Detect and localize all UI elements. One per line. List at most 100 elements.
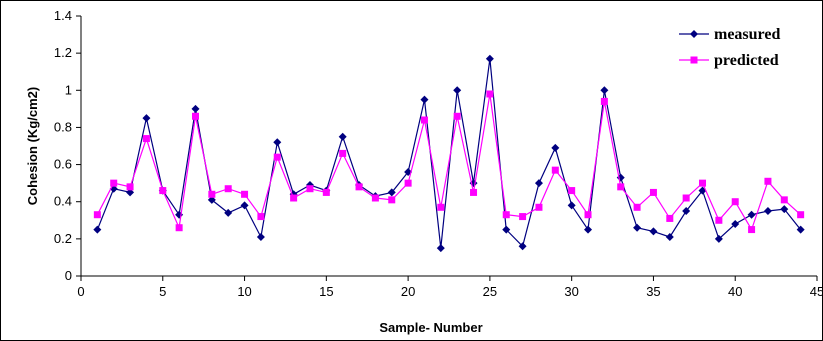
data-point-predicted (682, 194, 690, 202)
legend-marker-measured (690, 30, 698, 38)
data-point-measured (224, 208, 233, 217)
data-point-predicted (470, 188, 478, 196)
series-layer (93, 54, 805, 253)
data-point-measured (338, 132, 347, 141)
data-point-measured (207, 195, 216, 204)
x-tick-label: 5 (159, 284, 166, 299)
data-point-measured (420, 95, 429, 104)
data-point-predicted (666, 214, 674, 222)
data-point-predicted (191, 112, 199, 120)
y-tick-label: 1.4 (54, 8, 72, 23)
y-axis-title: Cohesion (Kg/cm2) (25, 87, 40, 205)
data-point-predicted (731, 198, 739, 206)
data-point-predicted (748, 226, 756, 234)
legend: measured predicted (679, 26, 780, 69)
data-point-predicted (110, 179, 118, 187)
data-point-measured (584, 225, 593, 234)
data-point-measured (567, 201, 576, 210)
data-point-predicted (93, 211, 101, 219)
data-point-measured (714, 234, 723, 243)
data-point-predicted (437, 203, 445, 211)
data-point-predicted (600, 97, 608, 105)
legend-marker-predicted (690, 56, 698, 64)
data-point-measured (273, 138, 282, 147)
y-tick-label: 1.2 (54, 45, 72, 60)
data-point-measured (485, 54, 494, 63)
data-point-predicted (404, 179, 412, 187)
data-point-measured (387, 188, 396, 197)
data-point-measured (453, 86, 462, 95)
x-tick-label: 20 (401, 284, 415, 299)
data-point-predicted (617, 183, 625, 191)
data-point-predicted (388, 196, 396, 204)
data-point-measured (518, 242, 527, 251)
x-tick-label: 0 (77, 284, 84, 299)
data-point-measured (633, 223, 642, 232)
data-point-predicted (126, 183, 134, 191)
data-point-predicted (633, 203, 641, 211)
data-point-measured (649, 227, 658, 236)
data-point-predicted (486, 90, 494, 98)
data-point-measured (534, 179, 543, 188)
data-point-measured (240, 201, 249, 210)
data-point-predicted (551, 166, 559, 174)
x-tick-label: 15 (319, 284, 333, 299)
y-tick-label: 1 (65, 82, 72, 97)
data-point-predicted (241, 190, 249, 198)
legend-label-predicted: predicted (714, 52, 779, 69)
data-point-predicted (273, 153, 281, 161)
data-point-predicted (142, 135, 150, 143)
y-tick-label: 0.4 (54, 194, 72, 209)
data-point-predicted (339, 149, 347, 157)
data-point-predicted (453, 112, 461, 120)
data-point-predicted (322, 188, 330, 196)
series-line-measured (96, 58, 802, 249)
data-point-predicted (780, 196, 788, 204)
series-line-predicted (96, 93, 802, 232)
data-point-measured (731, 220, 740, 228)
x-tick-label: 35 (646, 284, 660, 299)
data-point-predicted (208, 190, 216, 198)
axes: 0 0.2 0.4 0.6 0.8 1 1.2 1.4 0 5 10 15 20 25 30 35 40 45 Sa… (25, 8, 822, 335)
data-point-measured (93, 225, 102, 234)
data-point-predicted (175, 224, 183, 232)
data-point-measured (126, 188, 135, 197)
data-point-measured (796, 225, 805, 234)
data-point-predicted (797, 211, 805, 219)
x-tick-label: 30 (564, 284, 578, 299)
data-point-measured (763, 207, 772, 215)
data-point-predicted (584, 211, 592, 219)
data-point-measured (142, 114, 151, 123)
y-tick-label: 0.6 (54, 157, 72, 172)
data-point-predicted (764, 177, 772, 185)
x-tick-label: 10 (237, 284, 251, 299)
data-point-measured (436, 244, 445, 253)
data-point-measured (191, 104, 200, 113)
data-point-measured (256, 233, 265, 241)
data-point-predicted (535, 203, 543, 211)
data-point-predicted (699, 179, 707, 187)
x-tick-label: 25 (483, 284, 497, 299)
data-point-predicted (649, 188, 657, 196)
data-point-measured (600, 86, 609, 95)
data-point-measured (502, 225, 511, 234)
data-point-predicted (420, 116, 428, 124)
data-point-predicted (715, 216, 723, 224)
data-point-predicted (568, 187, 576, 195)
data-point-measured (665, 233, 674, 241)
data-point-measured (682, 207, 691, 215)
legend-label-measured: measured (714, 26, 780, 43)
x-tick-label: 40 (728, 284, 742, 299)
data-point-predicted (159, 187, 167, 195)
data-point-measured (551, 143, 560, 152)
data-point-predicted (519, 213, 527, 221)
data-point-measured (780, 205, 789, 214)
data-point-predicted (502, 211, 510, 219)
data-point-predicted (355, 183, 363, 191)
data-point-measured (747, 210, 756, 219)
data-point-predicted (371, 194, 379, 202)
y-tick-label: 0.2 (54, 231, 72, 246)
data-point-predicted (306, 185, 314, 193)
x-axis-title: Sample- Number (379, 320, 482, 335)
